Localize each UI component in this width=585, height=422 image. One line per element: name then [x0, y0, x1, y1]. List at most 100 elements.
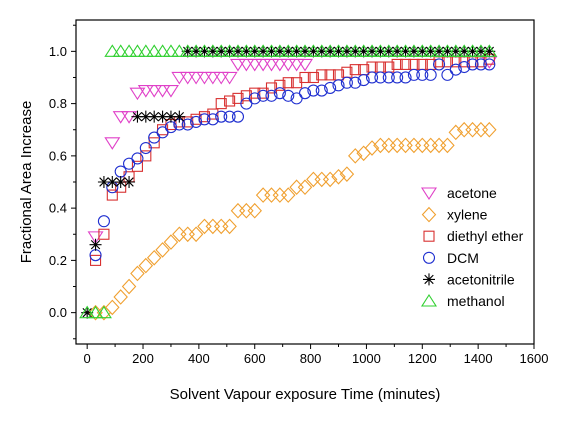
data-point — [433, 45, 446, 58]
data-point — [248, 92, 261, 105]
data-point — [139, 110, 152, 123]
data-point — [405, 44, 422, 57]
data-point — [188, 226, 204, 243]
data-point — [314, 171, 330, 188]
legend-label: DCM — [447, 250, 479, 266]
data-point — [190, 115, 203, 128]
data-point — [154, 44, 171, 57]
x-tick-label: 200 — [132, 351, 154, 366]
data-point — [474, 58, 487, 71]
data-point — [196, 71, 213, 85]
legend-label: acetonitrile — [447, 271, 515, 287]
data-point — [163, 234, 179, 250]
data-point — [129, 44, 146, 57]
data-point — [349, 76, 362, 89]
data-point — [365, 71, 379, 84]
data-point — [458, 60, 471, 74]
data-point — [280, 58, 297, 72]
data-point — [198, 45, 211, 58]
axis-ticks — [71, 24, 535, 349]
data-point — [296, 44, 314, 57]
data-point — [398, 137, 413, 154]
data-point — [348, 148, 363, 164]
data-point — [274, 79, 286, 91]
data-point — [230, 202, 246, 219]
x-tick-label: 800 — [300, 351, 322, 366]
legend: acetone xylene diethyl ether DCM acetonitril… — [420, 185, 524, 309]
data-point — [406, 137, 422, 154]
data-point — [139, 141, 152, 155]
data-point — [140, 150, 152, 162]
data-point — [338, 44, 355, 57]
data-point — [288, 58, 305, 72]
data-point — [347, 44, 364, 57]
data-point — [439, 44, 456, 57]
data-point — [113, 289, 128, 305]
legend-marker — [423, 273, 435, 286]
data-point — [231, 45, 244, 58]
data-point — [299, 45, 311, 58]
legend-item: acetonitrile — [423, 271, 515, 287]
data-point — [112, 111, 129, 124]
data-point — [374, 71, 387, 84]
data-point — [316, 69, 328, 81]
x-tick-label: 1200 — [408, 351, 437, 366]
data-point — [282, 77, 294, 89]
data-point — [123, 176, 136, 188]
data-point — [391, 45, 404, 58]
legend-item: methanol — [420, 293, 505, 309]
data-point — [282, 89, 295, 102]
data-point — [249, 87, 261, 99]
data-point — [106, 176, 119, 188]
data-point — [248, 45, 261, 58]
data-point — [441, 45, 454, 58]
data-point — [447, 44, 464, 57]
x-tick-label: 600 — [244, 351, 266, 366]
data-point — [307, 45, 320, 58]
data-point — [206, 45, 219, 58]
data-point — [349, 45, 362, 58]
data-point — [146, 249, 162, 266]
data-point — [104, 137, 121, 150]
series-acetone — [87, 56, 498, 244]
data-point — [246, 44, 263, 57]
legend-marker — [423, 230, 435, 242]
series-acetonitrile — [81, 45, 496, 319]
data-point — [423, 137, 438, 154]
y-tick-label: 0.4 — [49, 201, 67, 216]
data-point — [424, 68, 437, 81]
data-point — [263, 44, 280, 57]
data-point — [137, 44, 154, 57]
data-point — [255, 58, 272, 72]
legend-label: diethyl ether — [447, 228, 524, 244]
data-point — [89, 254, 102, 266]
data-point — [340, 76, 353, 89]
data-point — [213, 218, 229, 235]
data-point — [240, 45, 253, 58]
data-point — [238, 44, 255, 57]
data-point — [399, 58, 412, 70]
data-point — [440, 137, 455, 154]
data-point — [257, 89, 270, 102]
data-point — [221, 71, 238, 85]
data-point — [441, 68, 454, 81]
data-point — [264, 187, 279, 203]
data-point — [282, 45, 295, 58]
data-point — [422, 44, 439, 57]
x-tick-label: 1000 — [352, 351, 381, 366]
data-point — [280, 44, 297, 57]
data-point — [95, 305, 112, 319]
data-point — [162, 84, 179, 98]
data-point — [162, 44, 179, 57]
data-point — [313, 44, 330, 57]
data-point — [265, 89, 278, 102]
data-point — [364, 140, 380, 156]
data-point — [449, 45, 462, 58]
legend-label: methanol — [447, 293, 505, 309]
data-point — [87, 305, 104, 319]
data-point — [221, 44, 238, 57]
data-point — [155, 242, 170, 258]
data-point — [205, 218, 221, 235]
data-point — [297, 179, 313, 196]
